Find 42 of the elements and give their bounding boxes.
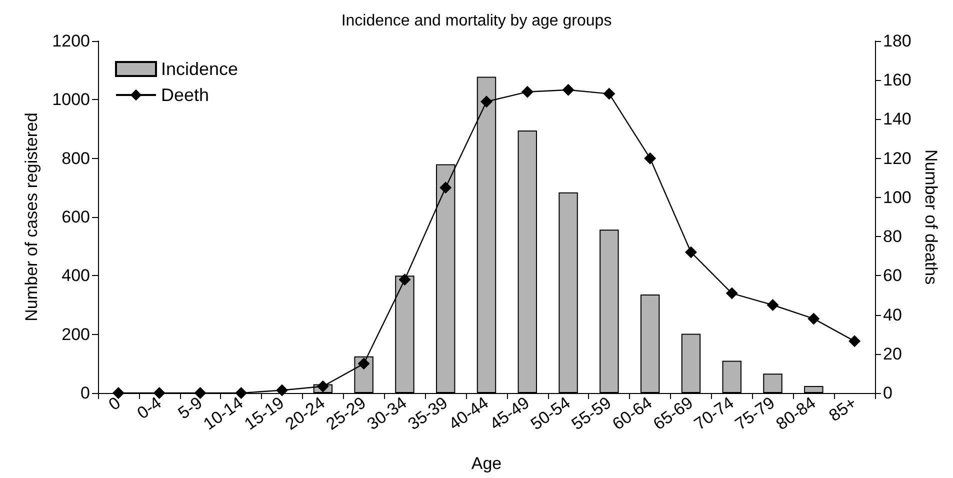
x-tick-label: 0 (105, 393, 124, 414)
y2-tick-label: 100 (883, 188, 912, 207)
point (726, 287, 738, 300)
point (521, 86, 534, 98)
point (358, 358, 370, 370)
point (603, 88, 616, 100)
y-tick-label: 1200 (52, 32, 90, 50)
y2-tick-label: 160 (883, 70, 912, 90)
y2-tick-label: 80 (883, 227, 902, 246)
x-tick-label: 0-4 (134, 393, 165, 423)
y-axis-title: Number of cases registered (22, 112, 41, 322)
legend-label: Incidence (161, 59, 238, 79)
y2-tick-label: 40 (883, 305, 902, 324)
point (766, 299, 779, 311)
point (194, 387, 206, 399)
point (440, 182, 452, 194)
chart-title: Incidence and mortality by age groups (341, 12, 612, 30)
point (562, 84, 574, 96)
point (848, 335, 861, 348)
x-tick-label: 85+ (825, 393, 860, 426)
y-tick-label: 400 (62, 266, 90, 286)
y-tick-label: 800 (62, 148, 90, 168)
point (112, 387, 124, 399)
point (480, 96, 492, 108)
y2-tick-label: 180 (883, 32, 912, 50)
y-tick-label: 200 (62, 324, 90, 344)
x-tick-label: 5-9 (174, 393, 206, 423)
legend-label: Deeth (161, 85, 210, 105)
point (398, 274, 411, 286)
point (808, 312, 820, 325)
y-tick-label: 600 (62, 208, 90, 226)
x-axis-title: Age (471, 454, 502, 473)
point (316, 380, 329, 392)
y2-tick-label: 60 (883, 266, 902, 286)
y2-tick-label: 140 (883, 110, 912, 129)
y-tick-label: 1000 (52, 90, 90, 110)
y2-axis-title: Number of deaths (921, 149, 940, 285)
y2-tick-label: 20 (883, 344, 902, 364)
point (684, 246, 697, 258)
y2-tick-label: 120 (883, 148, 912, 168)
point (276, 384, 288, 396)
point (644, 152, 656, 164)
